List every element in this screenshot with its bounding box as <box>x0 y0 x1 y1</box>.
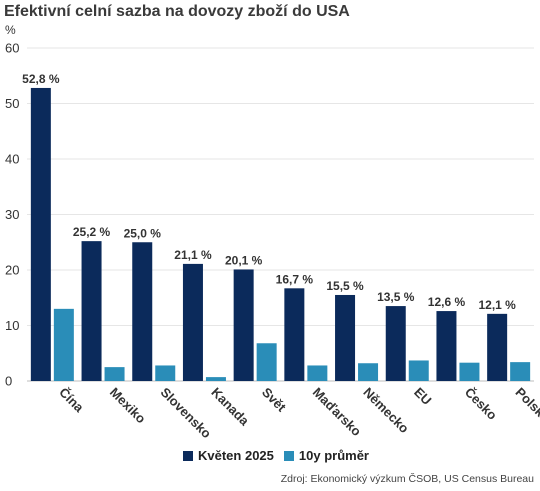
data-label: 12,6 % <box>428 295 466 309</box>
bar-series-1-5 <box>284 288 305 381</box>
legend-swatch-series-1 <box>183 450 193 461</box>
bars <box>30 87 531 382</box>
bar-series-2-9 <box>510 362 531 381</box>
bar-series-1-3 <box>182 263 203 381</box>
y-tick-label: 0 <box>5 374 12 389</box>
data-labels: 52,8 % 25,2 % 25,0 % 21,1 % 20,1 % 16,7 % 15,5… <box>22 72 516 312</box>
y-tick-label: 20 <box>5 263 19 278</box>
bar-series-1-7 <box>385 306 406 381</box>
y-tick-label: 40 <box>5 152 19 167</box>
bar-series-1-0 <box>30 87 51 382</box>
data-label: 16,7 % <box>276 272 314 286</box>
bar-series-2-7 <box>408 360 429 381</box>
bar-series-2-0 <box>53 308 74 381</box>
bar-series-1-2 <box>132 242 153 381</box>
x-tick-label: Německo <box>360 385 412 437</box>
bar-series-1-4 <box>233 269 254 381</box>
x-tick-label: Svět <box>259 385 289 415</box>
legend-swatch-series-2 <box>283 450 294 461</box>
data-label: 13,5 % <box>377 290 415 304</box>
bar-series-1-8 <box>436 311 457 381</box>
source-note: Zdroj: Ekonomický výzkum ČSOB, US Census… <box>280 473 534 485</box>
data-label: 12,1 % <box>478 298 516 312</box>
y-tick-label: 50 <box>5 96 19 111</box>
data-label: 20,1 % <box>225 253 263 267</box>
x-tick-label: Česko <box>462 385 500 423</box>
x-tick-label: Maďarsko <box>310 385 365 440</box>
data-label: 25,0 % <box>124 226 162 240</box>
y-axis-ticks: 0 10 20 30 40 50 60 <box>5 41 19 389</box>
bar-series-2-1 <box>104 367 125 381</box>
x-tick-label: EU <box>411 385 434 408</box>
gridlines <box>27 47 534 382</box>
x-tick-label: Slovensko <box>158 385 215 442</box>
x-tick-label: Kanada <box>208 385 252 429</box>
bar-series-2-2 <box>155 365 176 381</box>
x-tick-label: Čína <box>56 385 87 416</box>
legend-item-series-2: 10y průměr <box>283 448 369 463</box>
bar-series-2-8 <box>459 362 480 381</box>
x-tick-label: Mexiko <box>107 385 149 427</box>
y-tick-label: 30 <box>5 207 19 222</box>
bar-series-2-5 <box>307 365 328 381</box>
data-label: 52,8 % <box>22 72 60 86</box>
legend: Květen 2025 10y průměr <box>183 448 379 463</box>
data-label: 15,5 % <box>326 279 364 293</box>
y-tick-label: 10 <box>5 318 19 333</box>
legend-item-series-1: Květen 2025 <box>183 448 274 463</box>
y-tick-label: 60 <box>5 41 19 56</box>
bar-series-2-6 <box>358 363 379 381</box>
bar-series-1-9 <box>487 313 508 381</box>
chart-title: Efektivní celní sazba na dovozy zboží do… <box>4 3 350 20</box>
bar-series-1-6 <box>335 294 356 381</box>
legend-label-series-2: 10y průměr <box>298 448 369 463</box>
data-label: 25,2 % <box>73 225 111 239</box>
bar-series-2-3 <box>205 377 226 381</box>
x-tick-label: Polsko <box>513 385 540 426</box>
y-axis-unit-label: % <box>5 23 16 37</box>
data-label: 21,1 % <box>174 248 212 262</box>
legend-label-series-1: Květen 2025 <box>198 448 274 463</box>
bar-series-2-4 <box>256 343 277 381</box>
bar-series-1-1 <box>81 241 102 381</box>
